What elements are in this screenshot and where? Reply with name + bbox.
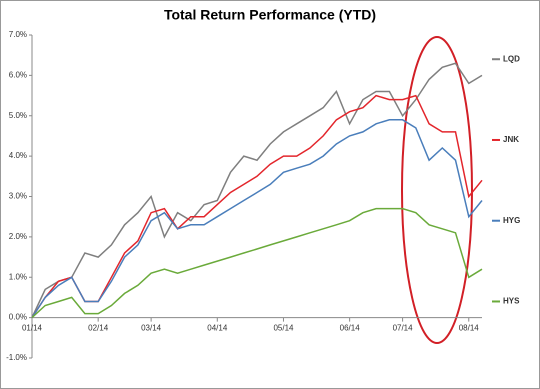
series-line	[31, 207, 483, 319]
legend-label: JNK	[503, 135, 519, 144]
y-tick-label: 3.0%	[9, 192, 27, 201]
x-tick-label: 05/14	[273, 324, 294, 333]
y-tick-label: 2.0%	[9, 232, 27, 241]
x-tick-label: 03/14	[141, 324, 162, 333]
x-tick-label: 08/14	[459, 324, 480, 333]
y-tick-label: 5.0%	[9, 111, 27, 120]
y-tick-label: 1.0%	[9, 272, 27, 281]
y-tick-label: 4.0%	[9, 151, 27, 160]
highlight-ellipse	[401, 36, 473, 344]
series-line	[31, 119, 483, 319]
y-tick-label: 0.0%	[9, 313, 27, 322]
chart-title: Total Return Performance (YTD)	[164, 7, 376, 23]
series-line	[31, 94, 483, 319]
legend-label: LQD	[503, 54, 520, 63]
series-line	[31, 62, 483, 318]
x-tick-label: 07/14	[393, 324, 414, 333]
y-tick-label: -1.0%	[6, 353, 27, 362]
x-tick-label: 01/14	[22, 324, 43, 333]
legend-label: HYG	[503, 216, 520, 225]
x-tick-label: 02/14	[88, 324, 109, 333]
legend-label: HYS	[503, 297, 520, 306]
x-tick-label: 04/14	[207, 324, 228, 333]
x-tick-label: 06/14	[340, 324, 361, 333]
y-tick-label: 6.0%	[9, 70, 27, 79]
y-tick-label: 7.0%	[9, 30, 27, 39]
